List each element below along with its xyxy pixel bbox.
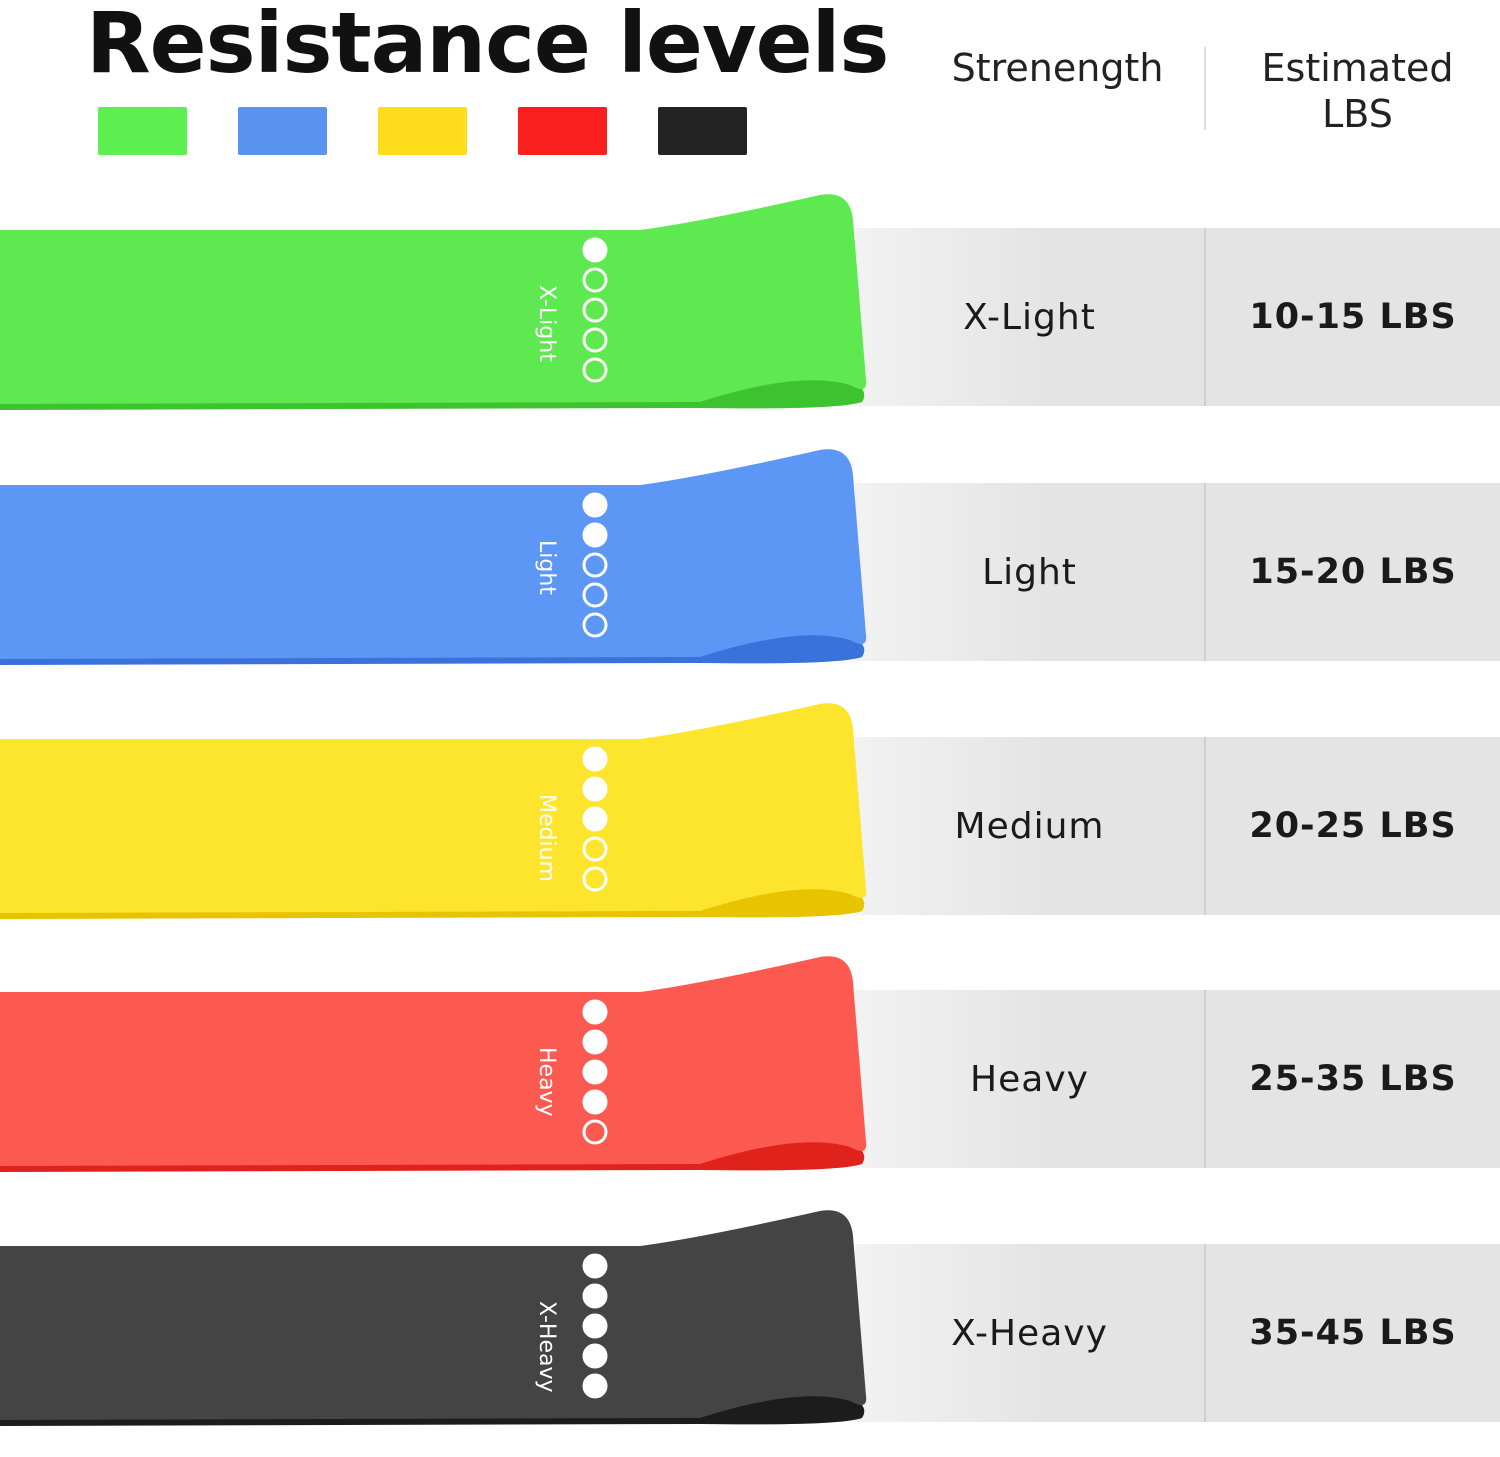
table-row: X-Light 10-15 LBS — [855, 228, 1500, 406]
level-dot-empty — [582, 612, 608, 638]
band-label: Light — [534, 540, 559, 595]
level-dot-filled — [582, 1029, 608, 1055]
band-label: Heavy — [534, 1047, 559, 1117]
level-dot-filled — [582, 1313, 608, 1339]
swatch-blue — [238, 107, 327, 155]
strength-label: Heavy — [970, 1058, 1089, 1100]
swatch-red — [518, 107, 607, 155]
column-divider — [1204, 1244, 1206, 1422]
lbs-value: 10-15 LBS — [1249, 297, 1457, 337]
level-dot-empty — [582, 866, 608, 892]
level-dot-filled — [582, 1343, 608, 1369]
strength-label: Medium — [954, 805, 1105, 847]
header-divider — [1204, 47, 1206, 130]
band-light: Light — [0, 449, 867, 665]
band-label: X-Heavy — [534, 1301, 559, 1393]
column-divider — [1204, 483, 1206, 661]
level-dot-empty — [582, 1119, 608, 1145]
swatch-yellow — [378, 107, 467, 155]
level-dot-empty — [582, 297, 608, 323]
level-dot-empty — [582, 836, 608, 862]
swatch-black — [658, 107, 747, 155]
level-dot-filled — [582, 746, 608, 772]
band-body — [0, 449, 867, 659]
band-label: X-Light — [534, 285, 559, 362]
level-dot-filled — [582, 1283, 608, 1309]
band-medium: Medium — [0, 703, 867, 919]
table-row: Heavy 25-35 LBS — [855, 990, 1500, 1168]
band-x-heavy: X-Heavy — [0, 1210, 867, 1426]
level-dot-filled — [582, 522, 608, 548]
level-dot-filled — [582, 492, 608, 518]
level-dot-empty — [582, 267, 608, 293]
level-dot-empty — [582, 357, 608, 383]
table-row: X-Heavy 35-45 LBS — [855, 1244, 1500, 1422]
strength-label: X-Heavy — [951, 1312, 1108, 1354]
level-dot-empty — [582, 552, 608, 578]
band-heavy: Heavy — [0, 956, 867, 1172]
column-divider — [1204, 737, 1206, 915]
band-x-light: X-Light — [0, 194, 867, 410]
level-dot-filled — [582, 806, 608, 832]
lbs-value: 20-25 LBS — [1249, 806, 1457, 846]
level-dot-empty — [582, 327, 608, 353]
level-dot-filled — [582, 1059, 608, 1085]
header-estimated-lbs: Estimated LBS — [1261, 46, 1454, 136]
level-dot-filled — [582, 237, 608, 263]
band-body — [0, 956, 867, 1166]
page-title: Resistance levels — [86, 0, 889, 92]
strength-label: Light — [982, 551, 1077, 593]
table-row: Light 15-20 LBS — [855, 483, 1500, 661]
band-body — [0, 703, 867, 913]
lbs-value: 35-45 LBS — [1249, 1313, 1457, 1353]
level-dot-filled — [582, 999, 608, 1025]
strength-label: X-Light — [963, 296, 1096, 338]
column-divider — [1204, 990, 1206, 1168]
level-dot-filled — [582, 1253, 608, 1279]
band-body — [0, 1210, 867, 1420]
lbs-value: 15-20 LBS — [1249, 552, 1457, 592]
level-dot-filled — [582, 1373, 608, 1399]
table-row: Medium 20-25 LBS — [855, 737, 1500, 915]
band-label: Medium — [534, 794, 559, 882]
level-dot-filled — [582, 1089, 608, 1115]
swatch-green — [98, 107, 187, 155]
column-divider — [1204, 228, 1206, 406]
level-dot-filled — [582, 776, 608, 802]
level-dot-empty — [582, 582, 608, 608]
header-strength: Strenength — [951, 46, 1164, 90]
band-body — [0, 194, 867, 404]
lbs-value: 25-35 LBS — [1249, 1059, 1457, 1099]
